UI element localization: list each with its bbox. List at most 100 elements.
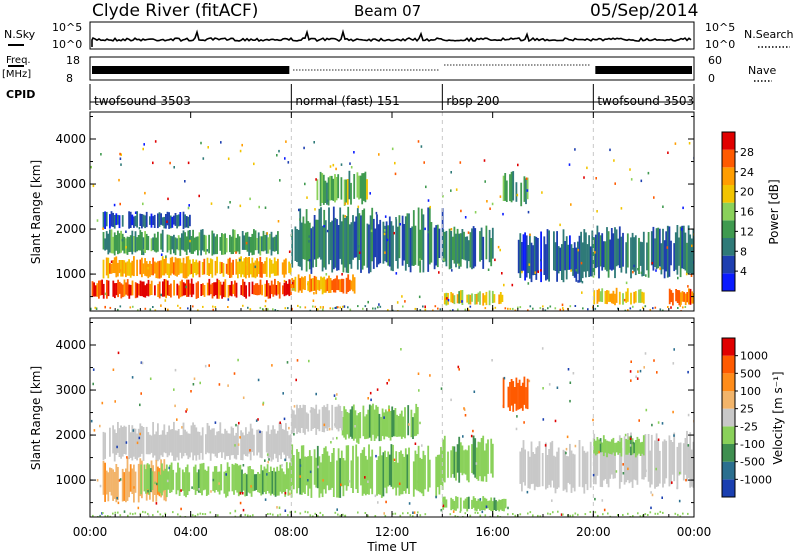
colorbar-swatch-7 bbox=[722, 355, 735, 374]
echo-cell bbox=[176, 430, 178, 458]
echo-cell bbox=[246, 257, 249, 276]
echo-cell bbox=[121, 215, 124, 227]
echo-cell bbox=[126, 261, 129, 276]
echo-cell bbox=[221, 433, 223, 458]
echo-speck bbox=[119, 157, 122, 160]
echo-cell bbox=[174, 257, 177, 276]
ground-speck bbox=[677, 307, 679, 309]
echo-cell bbox=[450, 292, 453, 303]
echo-cell bbox=[515, 377, 518, 411]
echo-cell bbox=[599, 291, 602, 302]
echo-cell bbox=[228, 466, 231, 492]
echo-speck bbox=[134, 211, 137, 214]
echo-cell bbox=[521, 447, 523, 492]
echo-speck bbox=[293, 405, 296, 408]
echo-cell bbox=[387, 225, 390, 266]
echo-cell bbox=[273, 257, 276, 276]
echo-cell bbox=[606, 227, 608, 272]
echo-cell bbox=[110, 229, 113, 254]
echo-speck bbox=[687, 413, 690, 417]
echo-cell bbox=[117, 467, 119, 501]
echo-cell bbox=[253, 474, 256, 491]
ground-speck bbox=[264, 305, 267, 308]
echo-cell bbox=[297, 229, 300, 267]
echo-cell bbox=[390, 221, 393, 271]
echo-cell bbox=[123, 236, 126, 254]
echo-cell bbox=[342, 214, 345, 273]
echo-cell bbox=[631, 438, 634, 455]
echo-cell bbox=[305, 456, 308, 486]
echo-speck bbox=[544, 444, 547, 447]
echo-speck bbox=[601, 499, 604, 502]
echo-cell bbox=[594, 443, 597, 485]
echo-cell bbox=[557, 246, 560, 274]
echo-speck bbox=[296, 359, 299, 362]
echo-cell bbox=[485, 498, 488, 509]
echo-speck bbox=[257, 378, 260, 382]
echo-speck bbox=[288, 250, 291, 253]
echo-cell bbox=[332, 206, 335, 270]
echo-speck bbox=[655, 467, 657, 471]
echo-cell bbox=[195, 259, 198, 276]
echo-cell bbox=[614, 227, 616, 279]
echo-cell bbox=[379, 219, 382, 264]
echo-cell bbox=[408, 447, 410, 494]
echo-cell bbox=[682, 225, 685, 270]
echo-speck bbox=[440, 508, 443, 512]
echo-cell bbox=[197, 236, 199, 256]
echo-speck bbox=[554, 419, 557, 423]
echo-cell bbox=[668, 226, 671, 277]
ground-speck bbox=[284, 307, 287, 310]
echo-cell bbox=[630, 292, 632, 305]
ground-speck bbox=[464, 512, 467, 515]
echo-speck bbox=[647, 171, 650, 175]
echo-cell bbox=[184, 214, 186, 228]
colorbar-frame bbox=[721, 337, 736, 498]
echo-cell bbox=[244, 472, 247, 497]
echo-cell bbox=[650, 434, 653, 485]
echo-cell bbox=[366, 223, 369, 268]
echo-speck bbox=[494, 258, 496, 262]
echo-cell bbox=[128, 259, 130, 276]
ground-speck bbox=[637, 512, 639, 515]
echo-cell bbox=[670, 440, 672, 485]
echo-cell bbox=[491, 443, 494, 478]
ground-speck bbox=[109, 306, 112, 309]
echo-cell bbox=[125, 468, 127, 503]
echo-cell bbox=[413, 413, 416, 437]
echo-speck bbox=[502, 404, 505, 408]
ground-speck bbox=[639, 309, 642, 311]
ground-speck bbox=[682, 512, 684, 515]
echo-cell bbox=[594, 440, 597, 456]
ground-speck bbox=[267, 513, 269, 515]
echo-cell bbox=[521, 242, 523, 272]
echo-speck bbox=[613, 159, 615, 162]
echo-cell bbox=[626, 433, 629, 481]
echo-speck bbox=[388, 409, 390, 412]
echo-speck bbox=[651, 423, 653, 427]
echo-speck bbox=[450, 398, 452, 402]
echo-cell bbox=[145, 261, 148, 277]
ground-speck bbox=[357, 305, 359, 308]
echo-speck bbox=[343, 305, 346, 308]
echo-speck bbox=[637, 370, 639, 373]
echo-speck bbox=[567, 368, 570, 371]
echo-cell bbox=[379, 446, 382, 495]
echo-speck bbox=[139, 432, 141, 436]
echo-cell bbox=[323, 447, 326, 490]
echo-cell bbox=[686, 242, 688, 275]
ground-speck bbox=[249, 515, 252, 517]
echo-speck bbox=[322, 479, 324, 482]
echo-speck bbox=[568, 163, 571, 166]
echo-cell bbox=[296, 404, 298, 434]
echo-speck bbox=[540, 269, 542, 272]
echo-cell bbox=[258, 284, 260, 296]
ground-speck bbox=[272, 308, 274, 311]
echo-cell bbox=[203, 285, 206, 297]
echo-speck bbox=[620, 207, 623, 210]
ground-speck bbox=[179, 307, 182, 310]
echo-cell bbox=[186, 464, 189, 495]
echo-cell bbox=[562, 449, 565, 491]
echo-cell bbox=[474, 498, 477, 511]
echo-cell bbox=[397, 416, 400, 437]
